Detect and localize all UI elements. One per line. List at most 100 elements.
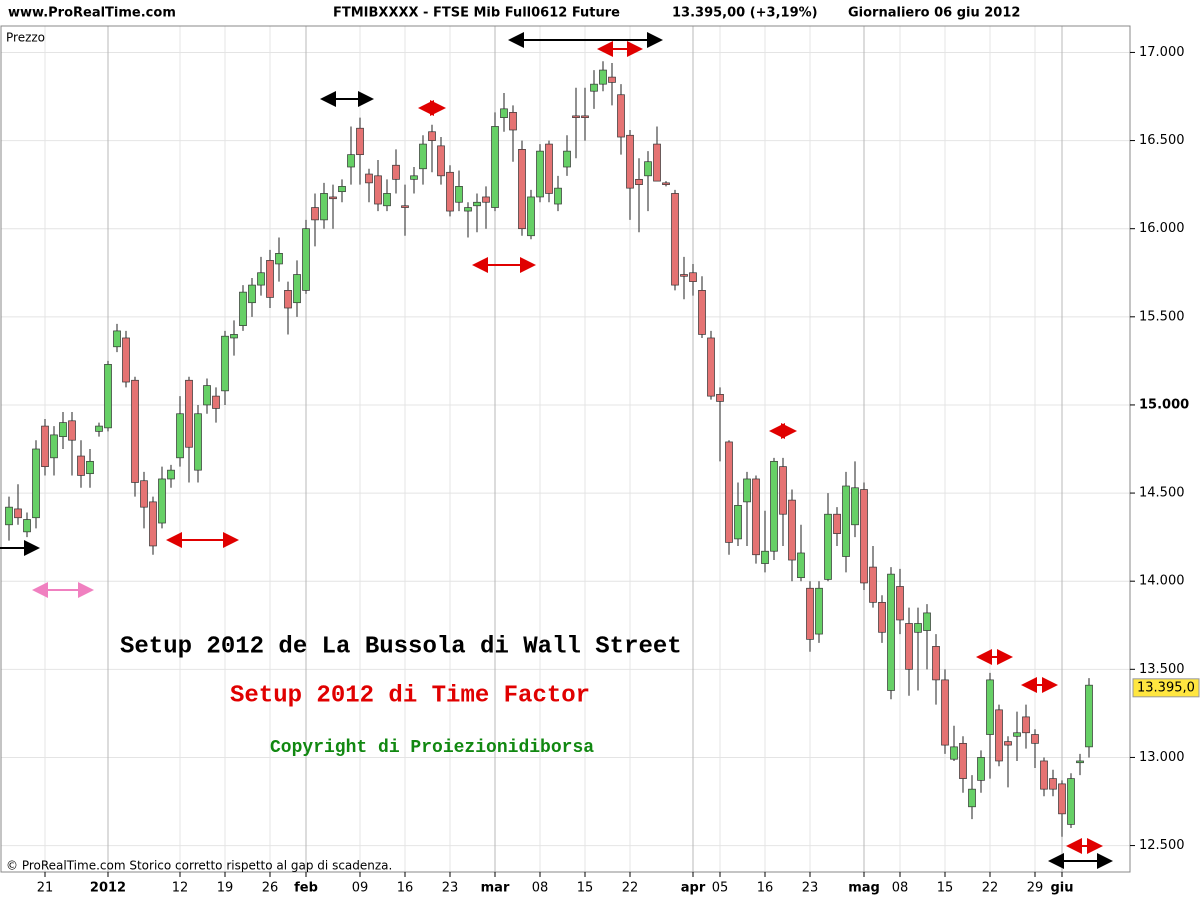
candle-body	[491, 126, 499, 208]
x-tick-label: 2012	[90, 881, 126, 896]
x-tick-label: 15	[577, 881, 594, 896]
x-tick-label: 22	[982, 881, 999, 896]
candle-body	[311, 207, 319, 221]
candle-body	[833, 513, 841, 534]
candle-body	[1022, 716, 1030, 734]
last-price-box	[1132, 678, 1200, 698]
candle-body	[653, 143, 661, 182]
candle-body	[23, 519, 31, 533]
candle-body	[275, 253, 283, 265]
candle-body	[1085, 684, 1093, 748]
candle-body	[635, 178, 643, 185]
candle-body	[761, 550, 769, 564]
footer: © ProRealTime.com Storico corretto rispe…	[6, 859, 392, 873]
candle-body	[302, 228, 310, 291]
candle-body	[932, 646, 940, 681]
instrument: FTMIBXXXX - FTSE Mib Full0612 Future	[333, 6, 620, 21]
candle-body	[284, 290, 292, 309]
candle-body	[140, 480, 148, 508]
candle-body	[797, 552, 805, 579]
candle-body	[968, 788, 976, 808]
x-tick-label: apr	[681, 881, 706, 896]
x-tick-label: 16	[397, 881, 414, 896]
candle-body	[32, 448, 40, 519]
candle-body	[329, 196, 337, 200]
x-tick-label: 15	[937, 881, 954, 896]
candle-body	[599, 69, 607, 85]
candle-body	[122, 337, 130, 383]
annotation: Setup 2012 di Time Factor	[230, 682, 590, 709]
candle-body	[869, 566, 877, 603]
candle-body	[626, 134, 634, 189]
candle-body	[563, 150, 571, 168]
x-tick-label: 23	[802, 881, 819, 896]
candle-body	[68, 420, 76, 441]
candle-body	[257, 272, 265, 286]
candle-body	[1031, 734, 1039, 744]
candle-body	[572, 115, 580, 118]
candle-body	[680, 274, 688, 277]
candle-body	[41, 425, 49, 467]
candle-body	[104, 364, 112, 429]
site-name: www.ProRealTime.com	[8, 6, 176, 21]
candle-body	[752, 478, 760, 556]
candle-body	[1076, 760, 1084, 764]
candle-body	[203, 385, 211, 406]
annotation: Setup 2012 de La Bussola di Wall Street	[120, 633, 682, 660]
candle-body	[464, 207, 472, 212]
candle-body	[770, 460, 778, 552]
candle-body	[446, 171, 454, 212]
candle-body	[725, 441, 733, 543]
candle-body	[842, 485, 850, 557]
candle-body	[86, 460, 94, 475]
candle-body	[734, 505, 742, 540]
candle-body	[59, 422, 67, 438]
candle-body	[293, 274, 301, 304]
candle-body	[590, 83, 598, 92]
candle-body	[383, 193, 391, 207]
candle-body	[851, 487, 859, 526]
y-tick-label: 16.000	[1139, 221, 1185, 236]
candle-body	[5, 506, 13, 526]
last-price-label: 13.395,0	[1137, 680, 1195, 695]
y-tick-label: 14.500	[1139, 486, 1185, 501]
candle-body	[977, 757, 985, 781]
candle-body	[527, 196, 535, 237]
candle-body	[644, 161, 652, 177]
candle-body	[374, 175, 382, 205]
candle-body	[212, 395, 220, 409]
candle-body	[248, 284, 256, 304]
candle-body	[986, 679, 994, 735]
x-tick-label: 26	[262, 881, 279, 896]
candle-body	[230, 334, 238, 339]
plot-frame	[0, 25, 1131, 873]
candle-body	[815, 587, 823, 635]
x-tick-label: 08	[532, 881, 549, 896]
candle-body	[959, 742, 967, 779]
candle-body	[581, 115, 589, 118]
candle-body	[995, 709, 1003, 762]
candle-body	[671, 193, 679, 286]
candle-body	[743, 478, 751, 503]
candle-body	[1058, 783, 1066, 815]
candle-body	[482, 196, 490, 203]
candle-body	[320, 193, 328, 221]
candle-body	[500, 108, 508, 119]
x-tick-label: 21	[37, 881, 54, 896]
candle-body	[266, 260, 274, 298]
x-tick-label: feb	[294, 881, 318, 896]
last-price-header: 13.395,00 (+3,19%)	[672, 6, 818, 21]
y-tick-label: 13.500	[1139, 662, 1185, 677]
y-tick-label: 15.500	[1139, 309, 1185, 324]
candle-body	[365, 173, 373, 184]
candle-body	[896, 586, 904, 621]
candle-body	[950, 746, 958, 760]
candle-body	[239, 291, 247, 326]
x-tick-label: mag	[848, 881, 880, 896]
x-tick-label: mar	[481, 881, 510, 896]
candle-body	[806, 587, 814, 640]
candle-body	[689, 272, 697, 282]
candle-body	[914, 623, 922, 633]
candle-body	[113, 330, 121, 348]
candle-body	[356, 127, 364, 156]
